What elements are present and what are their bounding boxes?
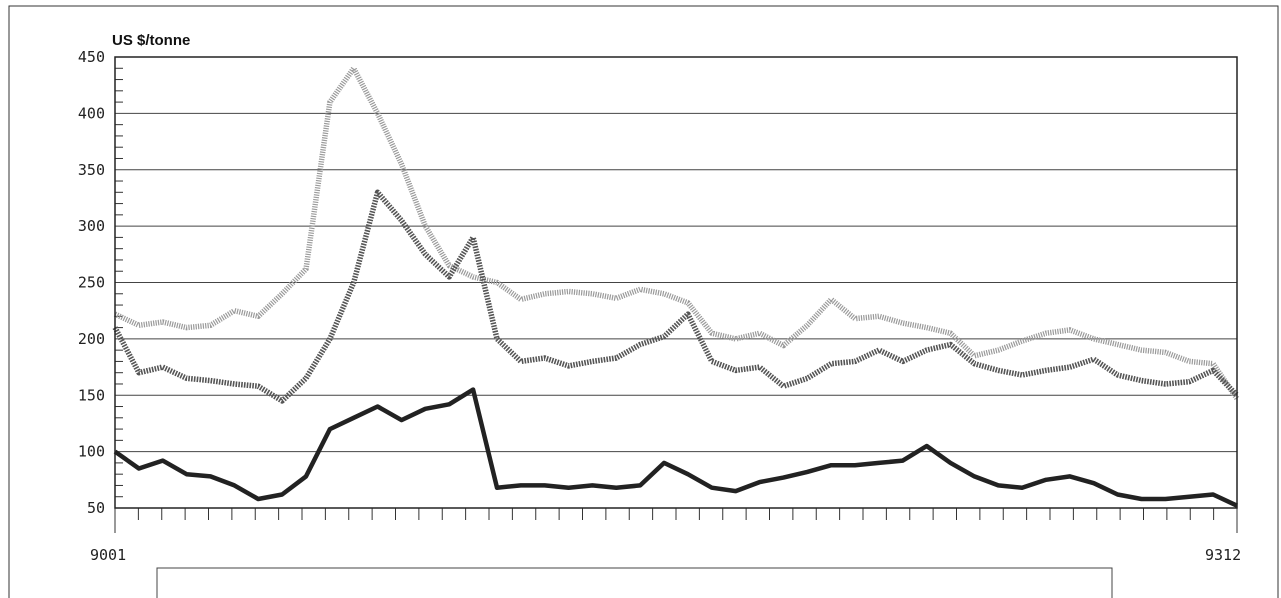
y-tick-label: 250 xyxy=(78,274,105,292)
y-tick-label: 400 xyxy=(78,104,105,122)
legend-box xyxy=(156,567,1113,598)
y-axis-title: US $/tonne xyxy=(112,32,190,49)
y-axis-ticks: 50 100 150 200 250 300 350 400 450 xyxy=(78,48,123,517)
y-tick-label: 300 xyxy=(78,217,105,235)
series-line-2 xyxy=(112,189,1239,404)
y-tick-label: 450 xyxy=(78,48,105,66)
y-tick-label: 150 xyxy=(78,386,105,404)
y-tick-label: 50 xyxy=(87,499,105,517)
x-tick-label-first: 9001 xyxy=(90,546,126,564)
chart-frame xyxy=(8,5,1279,598)
series-line-3 xyxy=(113,387,1238,508)
y-tick-label: 350 xyxy=(78,161,105,179)
y-tick-label: 100 xyxy=(78,443,105,461)
y-tick-label: 200 xyxy=(78,330,105,348)
x-axis-ticks xyxy=(114,508,1238,533)
series-line-1 xyxy=(113,65,1240,401)
gridlines xyxy=(115,56,1237,509)
x-tick-label-last: 9312 xyxy=(1205,546,1241,564)
series-lines xyxy=(112,65,1240,508)
plot-area xyxy=(114,56,1238,509)
